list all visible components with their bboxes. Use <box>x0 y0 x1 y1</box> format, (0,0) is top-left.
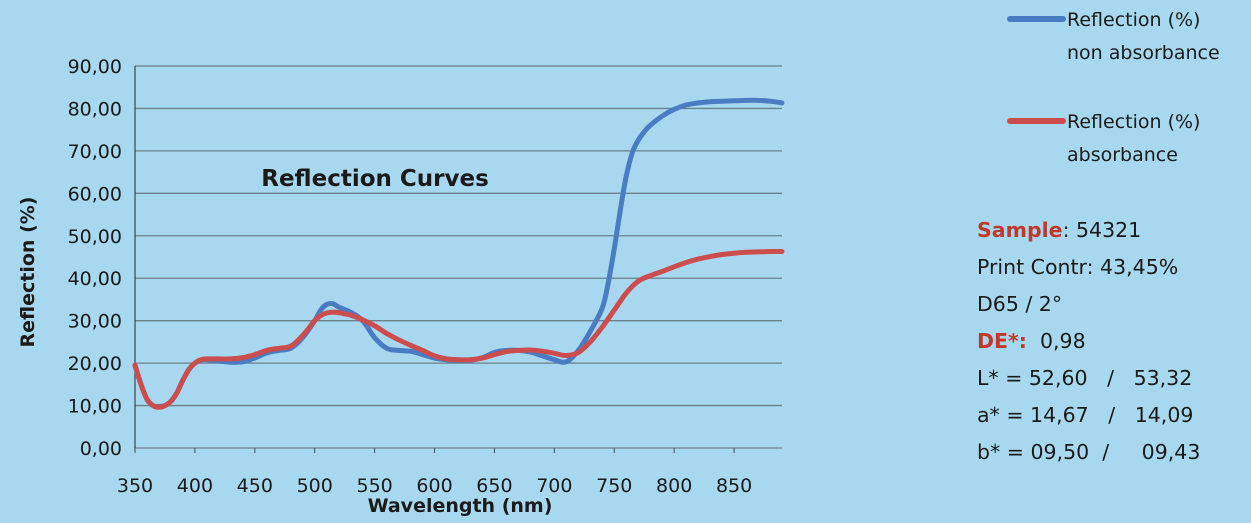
legend-label-line1: Reflection (%) <box>1067 111 1200 133</box>
l-star-row: L* = 52,60 / 53,32 <box>977 366 1193 390</box>
x-tick-label: 350 <box>117 475 153 497</box>
x-tick-label: 750 <box>596 475 632 497</box>
x-tick-label: 500 <box>297 475 333 497</box>
x-tick-label: 450 <box>237 475 273 497</box>
y-tick-label: 30,00 <box>68 311 122 333</box>
x-tick-label: 800 <box>656 475 692 497</box>
y-tick-label: 90,00 <box>68 56 122 78</box>
y-tick-label: 60,00 <box>68 183 122 205</box>
gridlines <box>135 65 782 449</box>
x-tick-label: 700 <box>536 475 572 497</box>
y-tick-label: 0,00 <box>80 438 122 460</box>
x-axis-title: Wavelength (nm) <box>368 495 553 517</box>
sample-info-panel: Sample: 54321 Print Contr: 43,45% D65 / … <box>977 212 1200 471</box>
legend-label-line2: absorbance <box>1067 144 1178 166</box>
x-tick-label: 650 <box>476 475 512 497</box>
x-tick-label: 400 <box>177 475 213 497</box>
sample-row: Sample: 54321 <box>977 212 1200 249</box>
legend-item-absorbance: Reflection (%) absorbance <box>1007 111 1200 166</box>
legend-label-line1: Reflection (%) <box>1067 9 1200 31</box>
x-tick-label: 850 <box>716 475 752 497</box>
illuminant: D65 / 2° <box>977 292 1063 316</box>
de-label: DE*: <box>977 329 1027 353</box>
y-tick-label: 40,00 <box>68 268 122 290</box>
legend-label-line2: non absorbance <box>1067 42 1220 64</box>
y-tick-label: 50,00 <box>68 226 122 248</box>
x-tick-labels: 350 400 450 500 550 600 650 700 750 800 850 <box>117 475 752 497</box>
y-axis-title: Reflection (%) <box>17 197 39 348</box>
legend: Reflection (%) non absorbance Reflection… <box>1007 9 1220 166</box>
sample-label: Sample <box>977 218 1063 242</box>
x-tick-label: 600 <box>416 475 452 497</box>
b-star-row: b* = 09,50 / 09,43 <box>977 440 1201 464</box>
sample-value: : 54321 <box>1062 218 1142 242</box>
y-tick-labels: 0,00 10,00 20,00 30,00 40,00 50,00 60,00 70,00 8… <box>68 56 122 460</box>
y-tick-label: 10,00 <box>68 396 122 418</box>
y-tick-label: 70,00 <box>68 141 122 163</box>
series-lines <box>132 97 785 410</box>
x-tick-label: 550 <box>356 475 392 497</box>
a-star-row: a* = 14,67 / 14,09 <box>977 403 1194 427</box>
de-value: 0,98 <box>1026 329 1086 353</box>
legend-item-non-absorbance: Reflection (%) non absorbance <box>1007 9 1220 64</box>
axes <box>134 66 735 453</box>
y-tick-label: 20,00 <box>68 353 122 375</box>
print-contrast: Print Contr: 43,45% <box>977 255 1179 279</box>
series-line-absorbance <box>132 248 785 410</box>
y-tick-label: 80,00 <box>68 98 122 120</box>
chart-title: Reflection Curves <box>261 166 489 192</box>
de-row: DE*: 0,98 <box>977 323 1200 360</box>
